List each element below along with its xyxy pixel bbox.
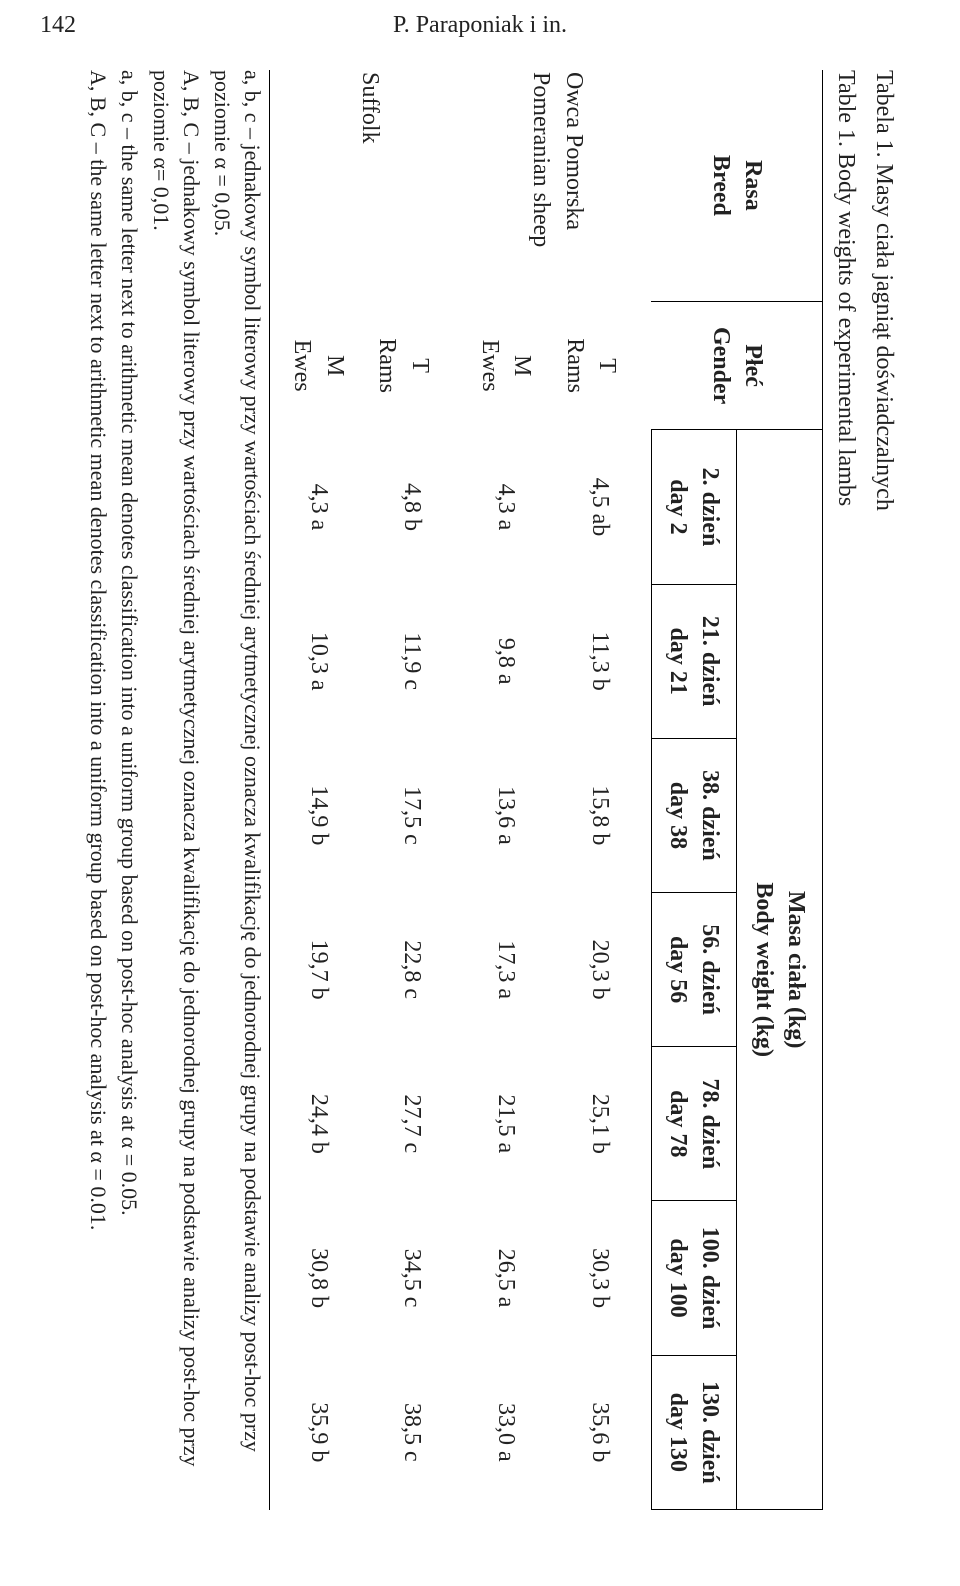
cell: 4,8 b xyxy=(361,430,464,584)
body-weight-table: Rasa Breed Płeć Gender Masa ciała (kg) B… xyxy=(276,70,823,1510)
th-day-100: 100. dzieńday 100 xyxy=(651,1201,737,1355)
day78-en: day 78 xyxy=(665,1090,691,1157)
day38-pl: 38. dzień xyxy=(697,770,723,861)
th-gender-en: Gender xyxy=(708,327,734,404)
footnote: a, b, c – the same letter next to arithm… xyxy=(115,70,145,1510)
table-title-en: Table 1. Body weights of experimental la… xyxy=(829,70,861,1510)
cell: 30,3 b xyxy=(548,1201,651,1355)
rotated-table-block: Tabela 1. Masy ciała jagniąt doświadczal… xyxy=(81,70,900,1510)
th-day-21: 21. dzieńday 21 xyxy=(651,584,737,738)
day56-en: day 56 xyxy=(665,936,691,1003)
day2-en: day 2 xyxy=(665,479,691,534)
table-row: Owca Pomorska Pomeranian sheep T Rams 4,… xyxy=(548,70,651,1510)
breed-suffolk: Suffolk xyxy=(276,70,464,301)
gender-cell: M Ewes xyxy=(276,301,361,430)
th-body-weight-en: Body weight (kg) xyxy=(751,882,777,1057)
cell: 4,3 a xyxy=(464,430,549,584)
breed-suf-pl: Suffolk xyxy=(357,72,383,144)
cell: 14,9 b xyxy=(276,738,361,892)
cell: 26,5 a xyxy=(464,1201,549,1355)
table-title-pl: Tabela 1. Masy ciała jagniąt doświadczal… xyxy=(868,70,900,1510)
cell: 13,6 a xyxy=(464,738,549,892)
day78-pl: 78. dzień xyxy=(697,1079,723,1170)
footnote: A, B, C – the same letter next to arithm… xyxy=(83,70,113,1510)
cell: 9,8 a xyxy=(464,584,549,738)
gender-cell: M Ewes xyxy=(464,301,549,430)
gender-label: Ewes xyxy=(289,340,315,392)
gender-code: T xyxy=(594,358,620,373)
gender-label: Rams xyxy=(562,338,588,393)
breed-pom-pl: Owca Pomorska xyxy=(561,72,587,230)
cell: 33,0 a xyxy=(464,1355,549,1509)
th-breed: Rasa Breed xyxy=(651,70,823,301)
day56-pl: 56. dzień xyxy=(697,924,723,1015)
th-day-130: 130. dzieńday 130 xyxy=(651,1355,737,1509)
cell: 11,9 c xyxy=(361,584,464,738)
th-body-weight-pl: Masa ciała (kg) xyxy=(783,891,809,1048)
th-gender: Płeć Gender xyxy=(651,301,823,430)
gender-label: Ewes xyxy=(477,340,503,392)
gender-code: M xyxy=(322,355,348,376)
day2-pl: 2. dzień xyxy=(697,468,723,547)
th-breed-pl: Rasa xyxy=(740,160,766,211)
th-day-38: 38. dzieńday 38 xyxy=(651,738,737,892)
cell: 17,3 a xyxy=(464,893,549,1047)
day130-en: day 130 xyxy=(665,1393,691,1472)
th-day-2: 2. dzieńday 2 xyxy=(651,430,737,584)
breed-pomeranian: Owca Pomorska Pomeranian sheep xyxy=(464,70,652,301)
th-body-weight: Masa ciała (kg) Body weight (kg) xyxy=(737,430,823,1510)
day21-en: day 21 xyxy=(665,628,691,695)
gender-code: M xyxy=(509,355,535,376)
table-row: Suffolk T Rams 4,8 b 11,9 c 17,5 c 22,8 … xyxy=(361,70,464,1510)
day100-en: day 100 xyxy=(665,1238,691,1317)
breed-pom-en: Pomeranian sheep xyxy=(528,72,554,247)
th-day-56: 56. dzieńday 56 xyxy=(651,893,737,1047)
th-breed-en: Breed xyxy=(708,155,734,216)
day21-pl: 21. dzień xyxy=(697,616,723,707)
cell: 34,5 c xyxy=(361,1201,464,1355)
footnote: a, b, c – jednakowy symbol literowy przy… xyxy=(208,70,267,1510)
cell: 19,7 b xyxy=(276,893,361,1047)
gender-cell: T Rams xyxy=(548,301,651,430)
cell: 27,7 c xyxy=(361,1047,464,1201)
cell: 24,4 b xyxy=(276,1047,361,1201)
cell: 4,5 ab xyxy=(548,430,651,584)
cell: 20,3 b xyxy=(548,893,651,1047)
th-gender-pl: Płeć xyxy=(740,344,766,387)
cell: 4,3 a xyxy=(276,430,361,584)
day130-pl: 130. dzień xyxy=(697,1381,723,1484)
footnotes: a, b, c – jednakowy symbol literowy przy… xyxy=(83,70,270,1510)
cell: 35,6 b xyxy=(548,1355,651,1509)
cell: 38,5 c xyxy=(361,1355,464,1509)
running-head: P. Paraponiak i in. xyxy=(0,12,960,39)
cell: 30,8 b xyxy=(276,1201,361,1355)
cell: 21,5 a xyxy=(464,1047,549,1201)
cell: 15,8 b xyxy=(548,738,651,892)
cell: 35,9 b xyxy=(276,1355,361,1509)
gender-code: T xyxy=(407,358,433,373)
gender-cell: T Rams xyxy=(361,301,464,430)
gender-label: Rams xyxy=(374,338,400,393)
cell: 11,3 b xyxy=(548,584,651,738)
cell: 25,1 b xyxy=(548,1047,651,1201)
day100-pl: 100. dzień xyxy=(697,1227,723,1330)
cell: 17,5 c xyxy=(361,738,464,892)
th-day-78: 78. dzieńday 78 xyxy=(651,1047,737,1201)
cell: 22,8 c xyxy=(361,893,464,1047)
cell: 10,3 a xyxy=(276,584,361,738)
day38-en: day 38 xyxy=(665,782,691,849)
footnote: A, B, C – jednakowy symbol literowy przy… xyxy=(146,70,205,1510)
